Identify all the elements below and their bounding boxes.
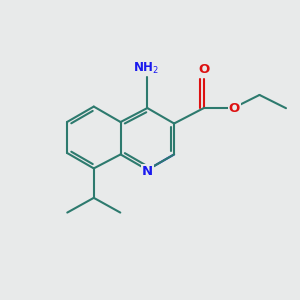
Text: O: O [198,63,209,76]
Text: O: O [229,102,240,115]
Text: NH$_2$: NH$_2$ [133,61,159,76]
Text: N: N [142,165,153,178]
